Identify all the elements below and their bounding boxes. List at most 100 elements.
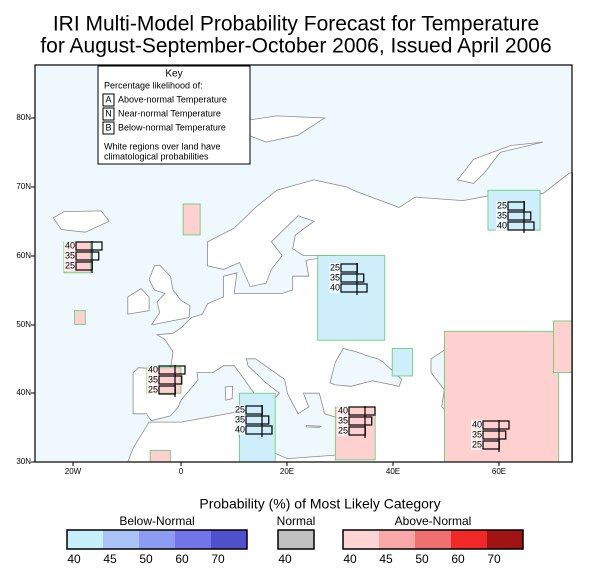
black-sea bbox=[329, 348, 403, 387]
blue-region bbox=[317, 255, 386, 341]
pink-region bbox=[553, 320, 573, 373]
legend-frame bbox=[277, 529, 315, 550]
key-letter-box bbox=[102, 121, 115, 135]
forecast-bar bbox=[482, 420, 510, 430]
landmass bbox=[224, 385, 234, 401]
forecast-value: 40 bbox=[338, 405, 348, 415]
legend-swatch bbox=[343, 530, 379, 549]
label-bg bbox=[234, 405, 246, 415]
key-letter-box bbox=[102, 93, 115, 107]
label-bg bbox=[64, 261, 76, 271]
lat-label: 30N bbox=[16, 457, 31, 466]
key-note: White regions over land have bbox=[104, 141, 221, 151]
label-bg bbox=[337, 426, 349, 436]
legend-swatch bbox=[175, 530, 211, 549]
forecast-value: 35 bbox=[148, 374, 158, 384]
label-bg bbox=[64, 241, 76, 251]
forecast-value: 35 bbox=[235, 414, 245, 424]
legend-frame bbox=[66, 529, 248, 550]
label-bg bbox=[496, 221, 508, 231]
legend-swatch bbox=[278, 530, 314, 549]
legend-tick-label: 50 bbox=[415, 552, 429, 566]
label-bg bbox=[234, 425, 246, 435]
lat-label: 60N bbox=[16, 251, 31, 260]
forecast-bar bbox=[245, 425, 273, 435]
forecast-value: 40 bbox=[497, 220, 507, 230]
forecast-bar bbox=[75, 241, 103, 251]
legend-tick-label: 60 bbox=[175, 552, 189, 566]
forecast-value: 25 bbox=[472, 439, 482, 449]
label-bg bbox=[234, 415, 246, 425]
label-bg bbox=[147, 365, 159, 375]
forecast-value: 25 bbox=[330, 262, 340, 272]
pink-region bbox=[443, 330, 560, 463]
forecast-value: 40 bbox=[65, 240, 75, 250]
legend-tick-label: 70 bbox=[211, 552, 225, 566]
forecast-bar bbox=[245, 415, 270, 425]
landmass bbox=[127, 288, 150, 315]
map-frame bbox=[34, 64, 573, 463]
forecast-value: 25 bbox=[148, 384, 158, 394]
label-bg bbox=[147, 375, 159, 385]
forecast-bar bbox=[158, 375, 183, 385]
legend-swatch bbox=[103, 530, 139, 549]
key-letter: N bbox=[105, 108, 112, 118]
map: 4035252535402535404035252535404035254035… bbox=[34, 64, 573, 463]
label-bg bbox=[496, 211, 508, 221]
label-bg bbox=[329, 273, 341, 283]
legend-tick-label: 40 bbox=[67, 552, 81, 566]
key: Key Percentage likelihood of: White regi… bbox=[97, 65, 251, 165]
lon-label: 40E bbox=[386, 467, 400, 476]
forecast-value: 35 bbox=[65, 250, 75, 260]
forecast-bar bbox=[340, 283, 368, 293]
key-label: Near-normal Temperature bbox=[118, 108, 221, 118]
landmass bbox=[456, 141, 543, 184]
forecast-value: 40 bbox=[330, 282, 340, 292]
lat-label: 40N bbox=[16, 388, 31, 397]
legend-swatch bbox=[379, 530, 415, 549]
lat-label: 50N bbox=[16, 320, 31, 329]
forecast-value: 35 bbox=[472, 429, 482, 439]
label-bg bbox=[337, 416, 349, 426]
label-bg bbox=[147, 385, 159, 395]
lon-label: 60E bbox=[492, 467, 506, 476]
key-note: climatological probabilities bbox=[104, 151, 209, 161]
title-line: IRI Multi-Model Probability Forecast for… bbox=[53, 13, 539, 36]
pink-region bbox=[74, 310, 86, 325]
lat-label: 70N bbox=[16, 182, 31, 191]
legend-group-label: Above-Normal bbox=[395, 514, 472, 528]
forecast-bar bbox=[158, 365, 186, 375]
forecast-bar bbox=[348, 416, 373, 426]
axes: 80N 70N 60N 50N 40N 30N 20W 0 20E 40E 60E bbox=[16, 113, 506, 476]
legend-tick-label: 45 bbox=[379, 552, 393, 566]
legend-swatch bbox=[67, 530, 103, 549]
forecast-bar bbox=[482, 430, 507, 440]
legend-swatch bbox=[487, 530, 523, 549]
legend-swatch bbox=[139, 530, 175, 549]
forecast-bars: 4035252535402535404035252535404035254035… bbox=[64, 200, 535, 452]
label-bg bbox=[496, 201, 508, 211]
legend-group-label: Below-Normal bbox=[119, 514, 194, 528]
forecast-value: 25 bbox=[338, 425, 348, 435]
forecast-bar bbox=[348, 406, 376, 416]
lat-label: 80N bbox=[16, 113, 31, 122]
forecast-value: 40 bbox=[148, 364, 158, 374]
legend-swatch bbox=[211, 530, 247, 549]
key-label: Above-normal Temperature bbox=[118, 94, 227, 104]
label-bg bbox=[337, 406, 349, 416]
forecast-value: 40 bbox=[472, 419, 482, 429]
key-subtitle: Percentage likelihood of: bbox=[104, 80, 203, 90]
title-line: for August-September-October 2006, Issue… bbox=[40, 35, 551, 58]
legend: Below-Normal 40 45 50 60 70 Normal 40 Above-Norm… bbox=[66, 514, 524, 566]
forecast-value: 25 bbox=[65, 260, 75, 270]
key-letter: B bbox=[105, 122, 111, 132]
key-letter-box bbox=[102, 107, 115, 121]
forecast-bar bbox=[507, 221, 535, 231]
legend-frame bbox=[342, 529, 524, 550]
forecast-value: 35 bbox=[497, 210, 507, 220]
lon-label: 20W bbox=[65, 467, 82, 476]
forecast-regions bbox=[63, 189, 573, 463]
legend-tick-label: 50 bbox=[139, 552, 153, 566]
label-bg bbox=[329, 283, 341, 293]
key-box bbox=[97, 65, 251, 165]
